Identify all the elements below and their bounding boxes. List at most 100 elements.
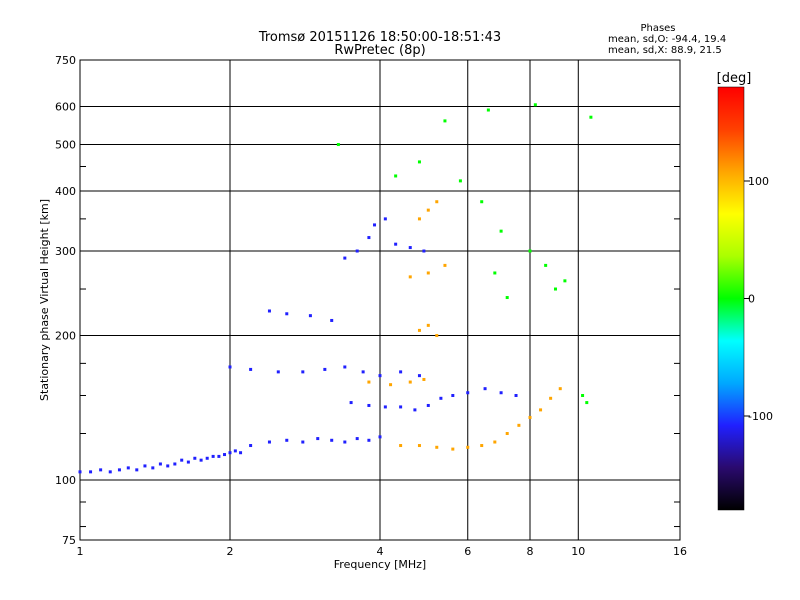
y-tick-label: 400: [55, 185, 76, 198]
data-point: [528, 249, 532, 253]
data-point: [316, 437, 320, 441]
data-point: [505, 432, 509, 436]
data-point: [422, 249, 426, 253]
data-point: [426, 208, 430, 212]
data-point: [514, 394, 518, 398]
data-point: [426, 271, 430, 275]
data-point: [267, 440, 271, 444]
data-point: [589, 115, 593, 119]
data-point: [211, 454, 215, 458]
data-point: [193, 456, 197, 460]
data-point: [276, 370, 280, 374]
x-tick-label: 6: [464, 545, 471, 558]
data-point: [505, 296, 509, 300]
data-point: [108, 470, 112, 474]
data-point: [173, 462, 177, 466]
colorbar-tick-label: 100: [748, 175, 769, 188]
stats-heading: Phases: [640, 23, 675, 34]
data-point: [563, 279, 567, 283]
data-point: [343, 256, 347, 260]
data-point: [466, 391, 470, 395]
data-point: [435, 334, 439, 338]
y-tick-label: 75: [62, 534, 76, 547]
grid-lines: [80, 60, 680, 540]
data-point: [373, 223, 377, 227]
data-point: [383, 217, 387, 221]
data-point: [217, 454, 221, 458]
data-point: [330, 438, 334, 442]
x-tick-label: 1: [77, 545, 84, 558]
data-point: [99, 468, 103, 472]
stats-x-line: mean, sd,X: 88.9, 21.5: [608, 45, 722, 56]
data-point: [180, 458, 184, 462]
colorbar-ticks: -100 0 100: [744, 175, 773, 423]
chart-subtitle: RwPretec (8p): [334, 43, 425, 58]
data-point: [499, 229, 503, 233]
data-point: [399, 444, 403, 448]
data-point: [435, 200, 439, 204]
data-point: [426, 323, 430, 327]
data-point: [383, 405, 387, 409]
stats-o-line: mean, sd,O: -94.4, 19.4: [608, 34, 726, 45]
x-tick-label: 16: [673, 545, 687, 558]
data-point: [533, 103, 537, 107]
data-point: [483, 387, 487, 391]
data-point: [158, 462, 162, 466]
data-point: [389, 383, 393, 387]
data-point: [544, 263, 548, 267]
data-point: [549, 396, 553, 400]
data-point: [166, 464, 170, 468]
data-point: [151, 466, 155, 470]
data-point: [408, 275, 412, 279]
y-tick-label: 500: [55, 139, 76, 152]
data-point: [367, 236, 371, 240]
data-point: [355, 249, 359, 253]
data-point: [367, 380, 371, 384]
data-point: [399, 370, 403, 374]
data-point: [223, 453, 227, 457]
data-point: [499, 391, 503, 395]
data-point: [267, 309, 271, 313]
data-point: [517, 423, 521, 427]
data-point: [285, 312, 289, 316]
data-point: [199, 458, 203, 462]
data-point: [343, 365, 347, 369]
data-point: [330, 318, 334, 322]
data-point: [228, 451, 232, 455]
data-point: [417, 160, 421, 164]
data-point: [480, 200, 484, 204]
data-point: [458, 179, 462, 183]
colorbar-label: [deg]: [717, 71, 752, 86]
data-point: [117, 468, 121, 472]
x-tick-label: 4: [377, 545, 384, 558]
colorbar-tick-label: -100: [748, 410, 773, 423]
data-point: [422, 377, 426, 381]
data-point: [367, 438, 371, 442]
colorbar: [717, 86, 745, 511]
data-point: [417, 444, 421, 448]
data-points: [78, 103, 593, 474]
y-axis-label: Stationary phase Virtual Height [km]: [38, 199, 51, 401]
data-point: [186, 460, 190, 464]
y-tick-label: 300: [55, 245, 76, 258]
data-point: [417, 328, 421, 332]
data-point: [378, 435, 382, 439]
data-point: [394, 174, 398, 178]
data-point: [426, 403, 430, 407]
data-point: [528, 415, 532, 419]
data-point: [413, 408, 417, 412]
data-point: [343, 440, 347, 444]
y-tick-label: 750: [55, 54, 76, 67]
data-point: [233, 449, 237, 453]
data-point: [466, 445, 470, 449]
data-point: [126, 466, 130, 470]
data-point: [451, 394, 455, 398]
data-point: [435, 445, 439, 449]
data-point: [581, 394, 585, 398]
x-tick-label: 8: [527, 545, 534, 558]
data-point: [399, 405, 403, 409]
data-point: [78, 470, 82, 474]
data-point: [493, 440, 497, 444]
data-point: [480, 444, 484, 448]
